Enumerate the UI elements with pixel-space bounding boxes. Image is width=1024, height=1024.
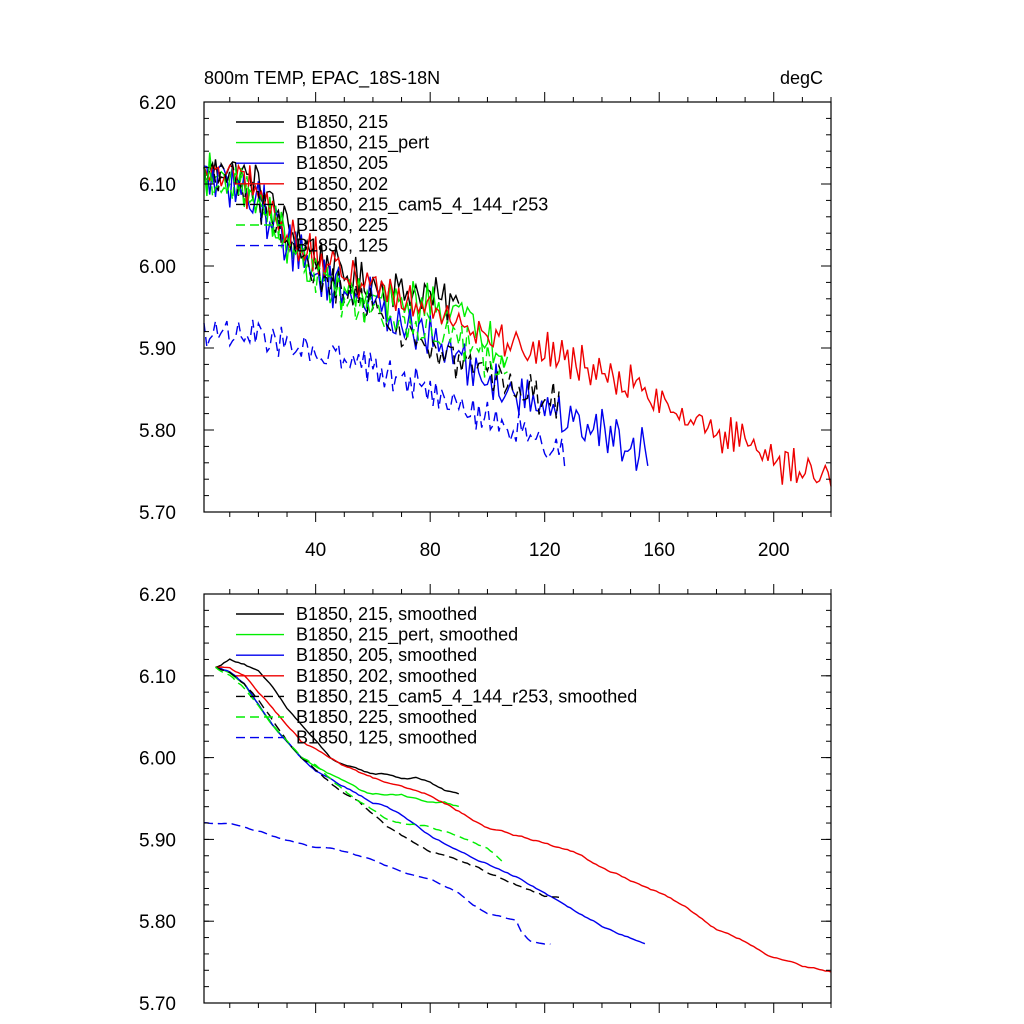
y-tick-label: 6.00 (139, 749, 176, 770)
series-line-7 (203, 822, 551, 945)
y-tick-label: 6.00 (139, 257, 176, 278)
series-line-6 (215, 666, 503, 862)
y-tick-label: 5.90 (139, 830, 176, 851)
y-tick-label: 5.70 (139, 503, 176, 524)
legend-label: B1850, 215, smoothed (296, 604, 477, 624)
y-tick-label: 5.90 (139, 339, 176, 360)
y-tick-label: 5.80 (139, 421, 176, 442)
legend-label: B1850, 205 (296, 153, 388, 173)
x-tick-label: 120 (529, 540, 561, 561)
legend-label: B1850, 125 (296, 236, 388, 256)
legend-label: B1850, 225, smoothed (296, 707, 477, 727)
series-layer (203, 152, 832, 487)
series-line-6 (203, 162, 508, 378)
units-label: degC (780, 68, 823, 88)
axis-ticks: 5.70 5.80 5.90 6.00 6.10 6.20 40 80 120 160 200 (139, 92, 832, 561)
x-tick-label: 40 (305, 540, 326, 561)
y-tick-label: 5.80 (139, 912, 176, 933)
chart-title: 800m TEMP, EPAC_18S-18N (204, 68, 440, 89)
legend-label: B1850, 205, smoothed (296, 645, 477, 665)
series-line-4 (203, 162, 832, 487)
x-tick-label: 200 (758, 540, 790, 561)
series-line-4 (215, 666, 832, 973)
legend-label: B1850, 125, smoothed (296, 728, 477, 748)
y-tick-label: 6.20 (139, 93, 176, 114)
series-line-3 (203, 162, 649, 471)
legend-label: B1850, 215_pert (296, 133, 429, 154)
plot-frame (203, 101, 832, 513)
y-tick-label: 6.10 (139, 667, 176, 688)
legend-label: B1850, 215 (296, 112, 388, 132)
legend-label: B1850, 202 (296, 174, 388, 194)
series-line-5 (215, 666, 560, 898)
series-line-7 (203, 319, 566, 468)
x-tick-label: 160 (643, 540, 675, 561)
x-tick-label: 80 (420, 540, 441, 561)
legend-label: B1850, 225 (296, 215, 388, 235)
series-line-5 (203, 160, 560, 419)
legend-label: B1850, 215_cam5_4_144_r253 (296, 194, 548, 215)
y-tick-label: 6.20 (139, 585, 176, 606)
legend-label: B1850, 202, smoothed (296, 666, 477, 686)
legend-label: B1850, 215_cam5_4_144_r253, smoothed (296, 686, 637, 707)
axis-ticks: 5.70 5.80 5.90 6.00 6.10 6.20 (139, 584, 832, 1015)
series-layer (203, 658, 832, 973)
legend-label: B1850, 215_pert, smoothed (296, 625, 518, 646)
y-tick-label: 5.70 (139, 994, 176, 1015)
bottom-panel: 5.70 5.80 5.90 6.00 6.10 6.20 B1850, 215, smo… (139, 584, 832, 1015)
y-tick-label: 6.10 (139, 175, 176, 196)
plot-frame (203, 593, 832, 1004)
top-panel: 800m TEMP, EPAC_18S-18N degC 5.70 5.80 5.9… (139, 68, 832, 561)
